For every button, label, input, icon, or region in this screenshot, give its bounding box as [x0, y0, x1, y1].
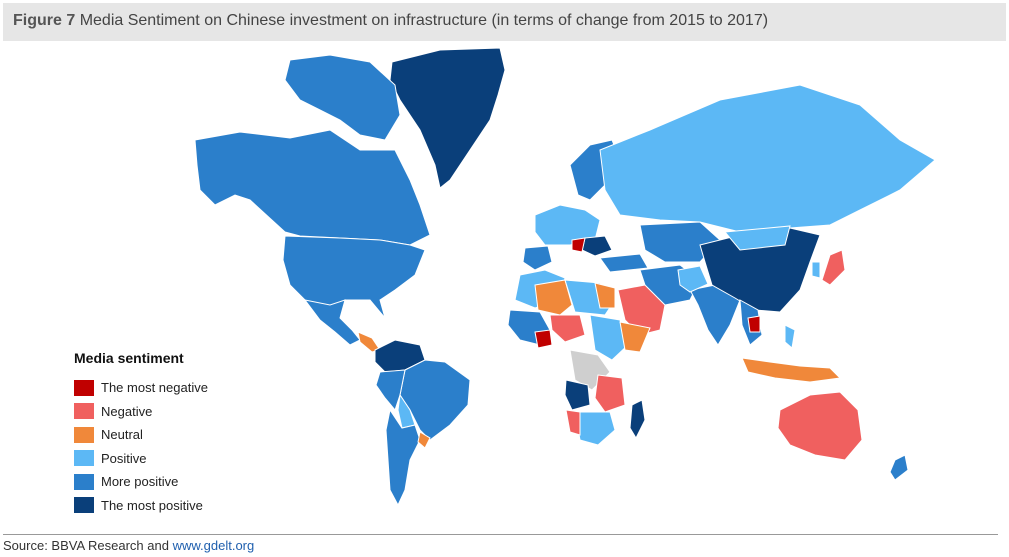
region-east-africa	[589, 314, 629, 361]
region-algeria	[534, 279, 573, 316]
region-pakistan	[677, 265, 709, 293]
legend-item-most-negative: The most negative	[74, 376, 294, 400]
region-new-zealand	[889, 454, 909, 481]
region-argentina-chile	[385, 408, 421, 507]
region-turkey	[599, 253, 649, 273]
region-greenland	[389, 47, 506, 189]
region-madagascar	[629, 399, 646, 440]
legend-swatch	[74, 403, 94, 420]
world-map	[194, 47, 936, 507]
region-central-asia	[639, 221, 721, 263]
source-prefix: Source: BBVA Research and	[3, 538, 173, 553]
region-cambodia	[747, 315, 761, 333]
region-southern-africa	[574, 411, 616, 446]
source-link[interactable]: www.gdelt.org	[172, 538, 255, 553]
region-korea	[811, 261, 821, 279]
region-russia	[599, 84, 936, 233]
map-legend: Media sentiment The most negative Negati…	[74, 350, 294, 517]
legend-item-neutral: Neutral	[74, 423, 294, 447]
legend-item-negative: Negative	[74, 400, 294, 424]
region-iberia	[522, 245, 553, 271]
legend-swatch	[74, 497, 94, 514]
legend-label: More positive	[101, 474, 179, 490]
source-note: Source: BBVA Research and www.gdelt.org	[3, 538, 254, 553]
region-australia	[777, 391, 863, 461]
region-indonesia	[741, 357, 842, 383]
region-angola	[564, 379, 591, 411]
region-usa	[282, 235, 426, 319]
legend-item-most-positive: The most positive	[74, 494, 294, 518]
legend-item-positive: Positive	[74, 447, 294, 471]
region-mongolia	[724, 225, 791, 251]
legend-item-more-positive: More positive	[74, 470, 294, 494]
region-egypt	[594, 282, 616, 309]
region-japan	[821, 249, 846, 286]
legend-swatch	[74, 426, 94, 443]
region-peru	[375, 369, 406, 412]
legend-label: Neutral	[101, 427, 143, 443]
figure-title-bar: Figure 7 Media Sentiment on Chinese inve…	[3, 3, 1006, 41]
legend-label: Negative	[101, 403, 153, 419]
legend-swatch	[74, 450, 94, 467]
legend-label: The most positive	[101, 497, 203, 513]
legend-swatch	[74, 379, 94, 396]
region-canada-islands	[284, 54, 401, 141]
region-sahel	[549, 314, 586, 343]
source-divider	[3, 534, 998, 535]
legend-title: Media sentiment	[74, 350, 184, 366]
region-canada	[194, 129, 431, 246]
region-uruguay	[417, 431, 431, 449]
legend-swatch	[74, 473, 94, 490]
region-nigeria	[534, 329, 553, 349]
region-horn	[619, 321, 651, 353]
region-philippines	[784, 324, 796, 349]
figure-title: Media Sentiment on Chinese investment on…	[79, 12, 769, 29]
region-zambia-moz	[594, 374, 626, 413]
region-balkans	[571, 237, 586, 253]
legend-label: Positive	[101, 450, 147, 466]
region-eastern-europe	[581, 235, 613, 257]
figure-label: Figure 7	[13, 12, 76, 29]
legend-label: The most negative	[101, 380, 208, 396]
region-namibia	[565, 409, 581, 436]
region-mexico	[303, 299, 361, 346]
